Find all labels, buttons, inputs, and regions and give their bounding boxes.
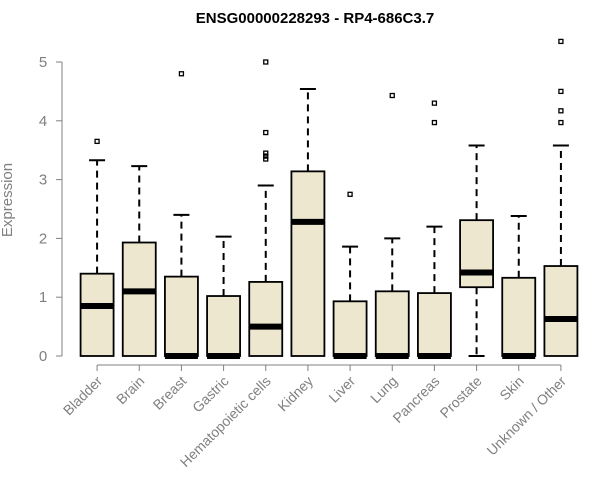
x-tick-label: Prostate	[437, 373, 485, 421]
box	[417, 292, 452, 357]
box-group	[501, 215, 537, 359]
x-tick-label: Bladder	[60, 373, 106, 419]
box-series	[79, 38, 579, 359]
box	[121, 241, 157, 357]
box	[206, 295, 241, 357]
x-tick-label: Skin	[496, 373, 527, 404]
y-tick-label: 4	[39, 113, 47, 130]
outlier-point	[263, 59, 269, 65]
box-group	[121, 165, 157, 357]
box	[543, 265, 579, 357]
box	[290, 170, 326, 357]
y-tick-label: 3	[39, 172, 47, 189]
box	[374, 290, 410, 357]
outlier-point	[389, 92, 395, 99]
outlier-point	[347, 191, 353, 197]
box	[79, 272, 115, 357]
x-tick-label: Breast	[150, 373, 190, 413]
outlier-point	[431, 119, 438, 126]
x-tick-label: Unknown / Other	[483, 373, 569, 459]
y-tick-label: 5	[39, 54, 47, 71]
box-group	[543, 38, 579, 357]
box	[248, 281, 284, 357]
box-group	[164, 71, 199, 359]
outlier-point	[263, 153, 269, 159]
x-tick-label: Pancreas	[389, 373, 442, 426]
outlier-point	[558, 38, 564, 45]
outlier-point	[263, 150, 269, 156]
x-tick-label: Brain	[113, 373, 147, 407]
outlier-point	[263, 156, 269, 162]
outlier-point	[263, 129, 269, 136]
y-tick-label: 2	[39, 230, 47, 247]
box	[332, 300, 368, 357]
box-group	[290, 88, 326, 357]
x-tick-label: Liver	[325, 373, 358, 406]
box-group	[332, 191, 368, 359]
y-axis-label: Expression	[0, 163, 16, 237]
outlier-point	[178, 71, 185, 77]
chart-title: ENSG00000228293 - RP4-686C3.7	[196, 10, 435, 27]
box	[501, 276, 537, 357]
box-group	[417, 100, 452, 359]
box	[459, 219, 494, 289]
outlier-point	[558, 88, 564, 95]
box-group	[206, 235, 241, 359]
x-tick-label: Kidney	[274, 373, 316, 415]
y-axis: 0 1 2 3 4 5	[39, 54, 63, 365]
box-group	[459, 144, 494, 357]
box	[164, 275, 199, 357]
y-tick-label: 1	[39, 289, 47, 306]
outlier-point	[94, 138, 100, 145]
outlier-point	[431, 100, 438, 106]
outlier-point	[558, 119, 564, 126]
box-group	[79, 138, 115, 357]
y-tick-label: 0	[39, 348, 47, 365]
box-group	[374, 92, 410, 359]
x-tick-label: Lung	[367, 373, 400, 406]
box-group	[248, 59, 284, 357]
outlier-point	[558, 108, 564, 114]
